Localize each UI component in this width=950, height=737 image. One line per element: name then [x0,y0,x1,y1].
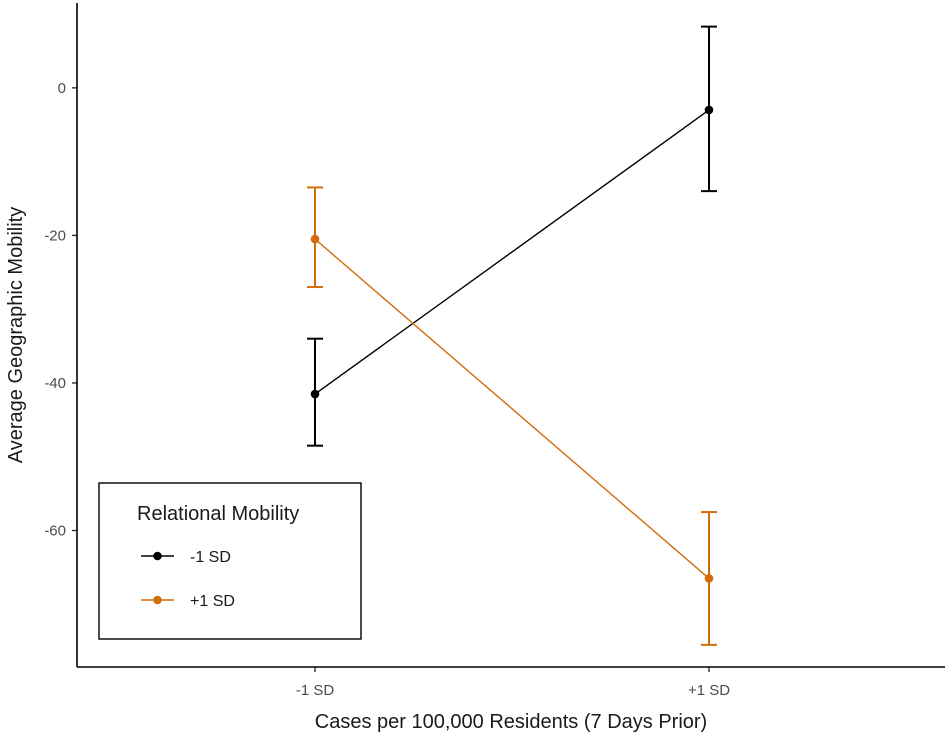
y-axis-ticks: 0 -20 -40 -60 [44,80,77,540]
x-axis-title: Cases per 100,000 Residents (7 Days Prio… [315,711,707,733]
y-tick-label: 0 [58,80,66,97]
legend-items: -1 SD +1 SD [141,549,235,610]
y-tick-label: -40 [44,375,66,392]
series-2 [307,186,717,646]
series-layer [307,25,717,646]
legend-title: Relational Mobility [137,503,299,525]
series-line [314,109,710,395]
legend: Relational Mobility -1 SD +1 SD [98,482,362,640]
x-tick-label: +1 SD [688,682,730,699]
x-tick-label: -1 SD [296,682,335,699]
data-point [310,389,320,399]
y-tick-label: -20 [44,227,66,244]
legend-key-point [153,551,162,561]
legend-box [98,482,362,640]
series-1 [307,25,717,447]
y-axis-title: Average Geographic Mobility [5,207,27,463]
legend-key-point [153,595,162,605]
data-point [704,105,714,115]
x-axis-ticks: -1 SD +1 SD [296,667,730,699]
data-point [704,574,714,583]
series-line [314,238,710,579]
legend-item-label: -1 SD [190,549,231,566]
y-tick-label: -60 [44,523,66,540]
legend-item-label: +1 SD [190,593,235,610]
data-point [310,234,320,244]
